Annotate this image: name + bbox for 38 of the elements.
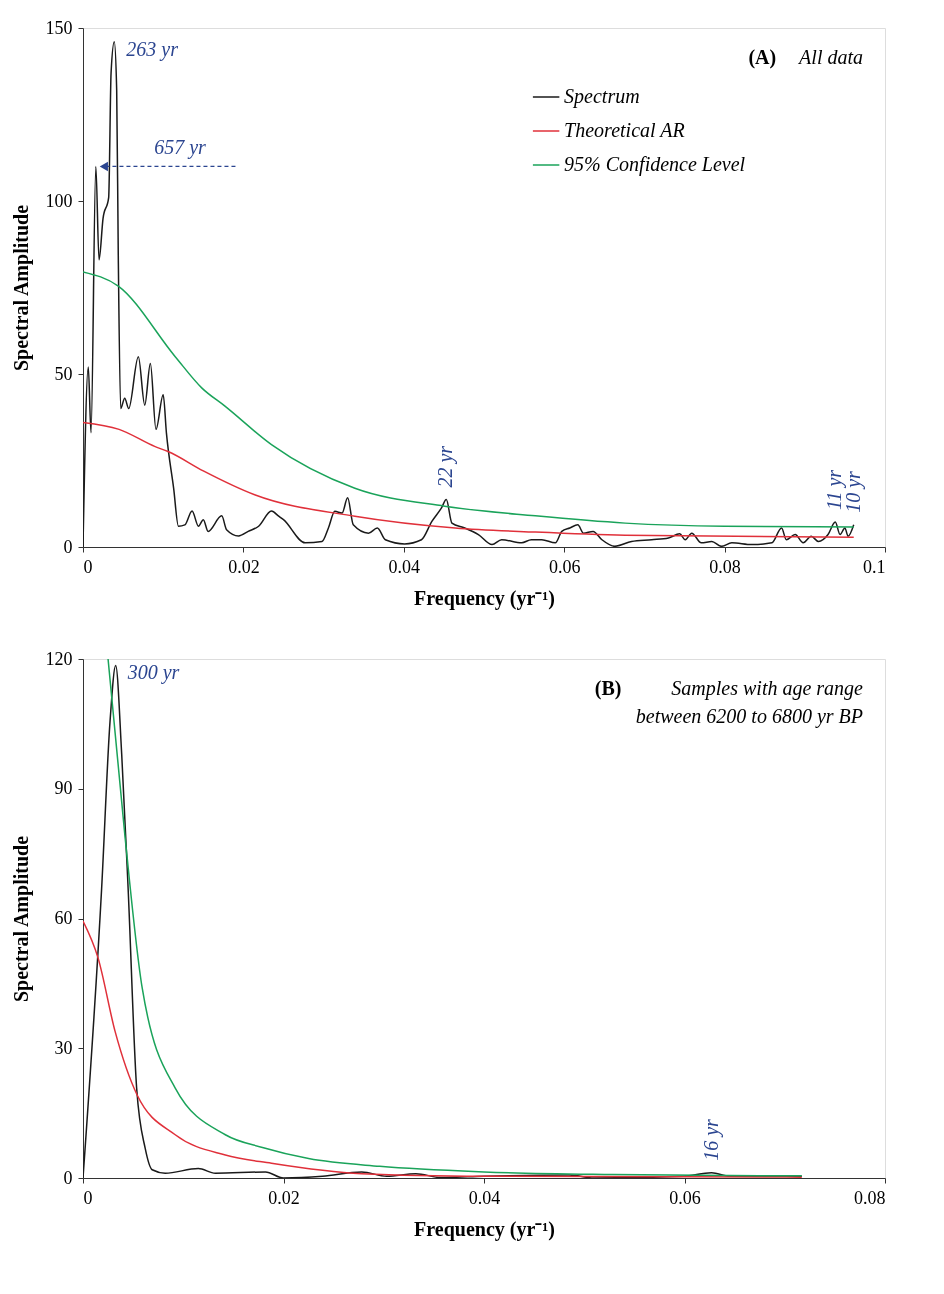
annotation: 16 yr (699, 1118, 723, 1161)
x-tick-label: 0.04 (468, 1187, 501, 1208)
y-tick-label: 90 (54, 778, 73, 799)
y-tick-label: 150 (45, 17, 73, 38)
annotation: (A) (748, 46, 777, 69)
y-tick-label: 100 (45, 190, 73, 211)
y-tick-label: 60 (54, 908, 73, 928)
x-tick-label: 0.02 (228, 556, 260, 577)
x-axis-title: Frequency (yr⁻¹) (414, 1217, 555, 1241)
annotation: 22 yr (434, 445, 458, 488)
annotation: between 6200 to 6800 yr BP (635, 705, 863, 728)
y-axis-title: Spectral Amplitude (9, 835, 33, 1003)
x-tick-label: 0.06 (548, 556, 581, 577)
annotation: 300 yr (126, 661, 180, 685)
x-tick-label: 0.02 (268, 1187, 300, 1208)
annotation: All data (797, 46, 863, 68)
annotation: Samples with age range (671, 677, 864, 700)
x-axis-title: Frequency (yr⁻¹) (414, 586, 555, 610)
y-tick-label: 0 (63, 1167, 73, 1188)
legend-label: 95% Confidence Level (564, 153, 746, 176)
x-tick-label: 0 (83, 1187, 93, 1208)
line-series (83, 920, 803, 1178)
x-tick-label: 0.04 (388, 556, 421, 577)
annotation: 263 yr (126, 37, 179, 61)
y-axis-title: Spectral Amplitude (9, 204, 33, 372)
y-tick-label: 0 (63, 536, 73, 557)
annotation: (B) (594, 677, 622, 700)
legend-label: Spectrum (564, 85, 640, 108)
legend-label: Theoretical AR (564, 119, 685, 141)
y-tick-label: 120 (45, 648, 73, 669)
annotation: 657 yr (154, 136, 207, 160)
x-tick-label: 0.08 (709, 556, 741, 577)
y-tick-label: 50 (54, 363, 73, 384)
x-tick-label: 0.1 (863, 556, 886, 577)
x-tick-label: 0 (83, 556, 93, 577)
y-tick-label: 30 (54, 1037, 73, 1058)
x-tick-label: 0.08 (854, 1187, 886, 1208)
x-tick-label: 0.06 (669, 1187, 701, 1208)
